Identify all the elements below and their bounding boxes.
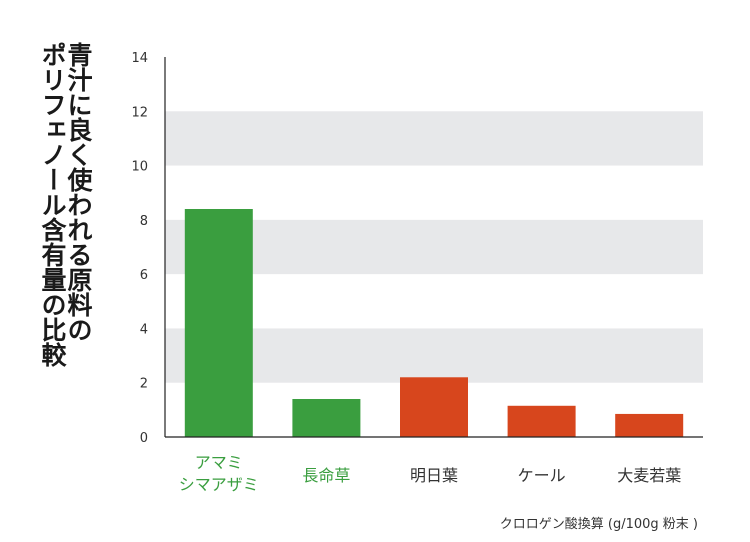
bar bbox=[292, 399, 361, 437]
x-category-label: 明日葉 bbox=[410, 466, 458, 485]
y-tick-label: 12 bbox=[131, 105, 148, 120]
y-tick-label: 14 bbox=[131, 51, 148, 66]
chart-title-line-2: ポリフェノール含有量の比較 bbox=[38, 42, 67, 367]
bar bbox=[615, 413, 684, 437]
x-category-label: 長命草 bbox=[302, 466, 350, 485]
x-category-label: シマアザミ bbox=[179, 475, 259, 494]
y-tick-label: 4 bbox=[140, 322, 148, 337]
bar bbox=[184, 209, 253, 437]
grid-band bbox=[165, 219, 703, 275]
y-tick-label: 2 bbox=[140, 377, 148, 392]
grid-band bbox=[165, 111, 703, 166]
x-category-label: アマミ bbox=[195, 453, 243, 472]
chart-title-line-1: 青汁に良く使われる原料の bbox=[64, 42, 93, 342]
grid-band bbox=[165, 328, 703, 383]
y-tick-label: 10 bbox=[131, 160, 148, 175]
y-tick-label: 0 bbox=[140, 431, 148, 446]
x-category-label: ケール bbox=[518, 466, 566, 485]
y-tick-label: 6 bbox=[140, 268, 148, 283]
unit-label: クロロゲン酸換算 (g/100g 粉末 ) bbox=[499, 517, 698, 532]
bar bbox=[400, 377, 468, 437]
x-category-label: 大麦若葉 bbox=[617, 466, 681, 485]
bar bbox=[507, 405, 576, 437]
y-tick-label: 8 bbox=[140, 214, 148, 229]
